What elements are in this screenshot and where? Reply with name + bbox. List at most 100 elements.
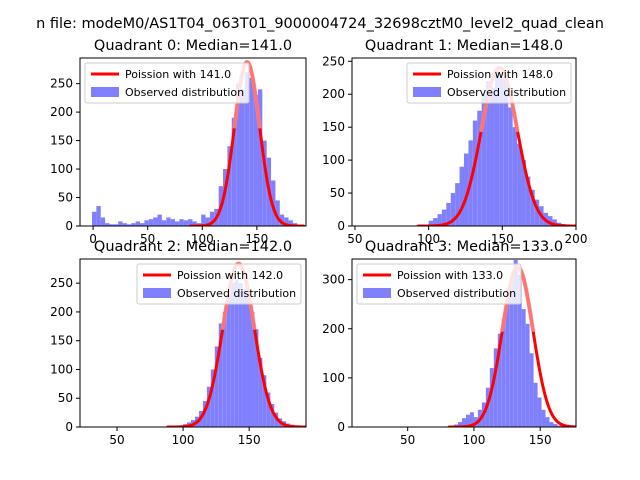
hist-bar [242, 288, 247, 427]
hist-bar [188, 219, 193, 226]
hist-bar [481, 94, 487, 226]
axes-title: Quadrant 2: Median=142.0 [94, 239, 292, 255]
hist-bar [253, 95, 258, 226]
hist-bar [113, 224, 119, 226]
axes-title: Quadrant 3: Median=133.0 [365, 239, 563, 255]
hist-bar [223, 169, 228, 226]
x-tick-label: 150 [245, 232, 268, 246]
hist-bar [254, 329, 259, 427]
hist-bar [552, 219, 557, 226]
hist-bar [140, 223, 145, 226]
hist-bar [202, 401, 207, 427]
legend-box [406, 62, 572, 104]
legend-box [356, 263, 522, 305]
hist-bar [250, 311, 255, 427]
y-tick-label: 150 [50, 134, 73, 148]
hist-bar [238, 283, 243, 427]
hist-bar [227, 146, 232, 226]
legend-label-observed: Observed distribution [177, 287, 296, 300]
plot-area [447, 259, 576, 427]
subplot-quadrant-3: Quadrant 3: Median=133.0 50 100 150 0 100 200 3… [322, 239, 577, 447]
hist-bar [499, 77, 504, 226]
hist-bar [226, 294, 231, 427]
axes-frame [79, 258, 307, 428]
figure-suptitle: n file: modeM0/AS1T04_063T01_9000004724_… [36, 16, 604, 32]
y-tick-label: 150 [322, 120, 345, 134]
hist-bar [183, 220, 189, 226]
hist-bar [428, 220, 434, 226]
y-tick-label: 100 [50, 362, 73, 376]
hist-bar [433, 218, 438, 226]
hist-bar [517, 143, 522, 226]
subplot-quadrant-2: Quadrant 2: Median=142.0 50 100 150 0 50 100 15… [50, 239, 307, 447]
hist-bar [545, 417, 550, 427]
x-tick-label: 150 [238, 433, 261, 447]
hist-bar [549, 422, 554, 427]
y-tick-label: 100 [50, 162, 73, 176]
x-tick-label: 50 [400, 433, 415, 447]
hist-bar [153, 217, 158, 226]
hist-bar [464, 153, 469, 226]
legend-box [84, 62, 250, 104]
hist-bar [262, 375, 267, 427]
hist-bar [553, 424, 558, 427]
y-tick-label: 0 [337, 420, 345, 434]
x-tick-label: 50 [347, 232, 362, 246]
hist-bar [521, 309, 526, 427]
legend: Poission with 141.0 Observed distribution [84, 62, 250, 104]
y-tick-label: 0 [337, 219, 345, 233]
y-tick-label: 150 [50, 334, 73, 348]
hist-bar [144, 220, 149, 226]
y-tick-label: 100 [322, 371, 345, 385]
hist-bar [135, 221, 141, 226]
hist-bar [214, 346, 219, 427]
legend-label-observed: Observed distribution [125, 86, 244, 99]
x-tick-label: 100 [462, 433, 485, 447]
hist-bar [122, 223, 127, 226]
hist-bar [92, 211, 97, 226]
legend-label-observed: Observed distribution [447, 86, 566, 99]
hist-bar [170, 219, 175, 226]
y-tick-label: 100 [322, 153, 345, 167]
hist-bar [509, 279, 514, 427]
y-tick-label: 200 [50, 305, 73, 319]
hist-bar [493, 348, 498, 427]
hist-bar [209, 211, 215, 226]
x-tick-label: 200 [565, 232, 588, 246]
hist-bar [222, 311, 227, 427]
y-tick-label: 250 [322, 54, 345, 68]
hist-bar [525, 323, 530, 427]
hist-bar [179, 219, 184, 226]
hist-bar [477, 110, 482, 226]
x-tick-label: 100 [172, 433, 195, 447]
hist-bar [270, 403, 275, 427]
hist-bar [231, 117, 237, 226]
hist-bar [100, 217, 106, 226]
hist-bar [513, 259, 518, 427]
hist-bar [249, 77, 254, 226]
hist-bar [548, 216, 553, 226]
legend-patch-swatch [413, 87, 441, 97]
hist-bar [246, 294, 251, 427]
hist-bar [529, 353, 534, 427]
hist-bar [279, 214, 285, 226]
legend: Poission with 142.0 Observed distribution [136, 263, 302, 305]
x-tick-label: 100 [417, 232, 440, 246]
hist-bar [472, 120, 478, 226]
axes-frame [351, 258, 577, 428]
plot-area [166, 261, 306, 427]
hist-bar [161, 220, 167, 226]
legend-label-fit: Poission with 148.0 [447, 68, 553, 81]
hist-bar [508, 107, 513, 226]
hist-bar [490, 87, 495, 226]
hist-bar [494, 71, 500, 226]
subplot-quadrant-1: Quadrant 1: Median=148.050 100 150 20005010… [322, 38, 587, 246]
hist-bar [109, 224, 114, 226]
axes-frame [79, 57, 307, 227]
x-tick-label: 50 [140, 232, 155, 246]
hist-bar [505, 289, 510, 427]
y-tick-label: 200 [322, 87, 345, 101]
hist-bar [157, 214, 162, 226]
y-tick-label: 50 [58, 191, 73, 205]
